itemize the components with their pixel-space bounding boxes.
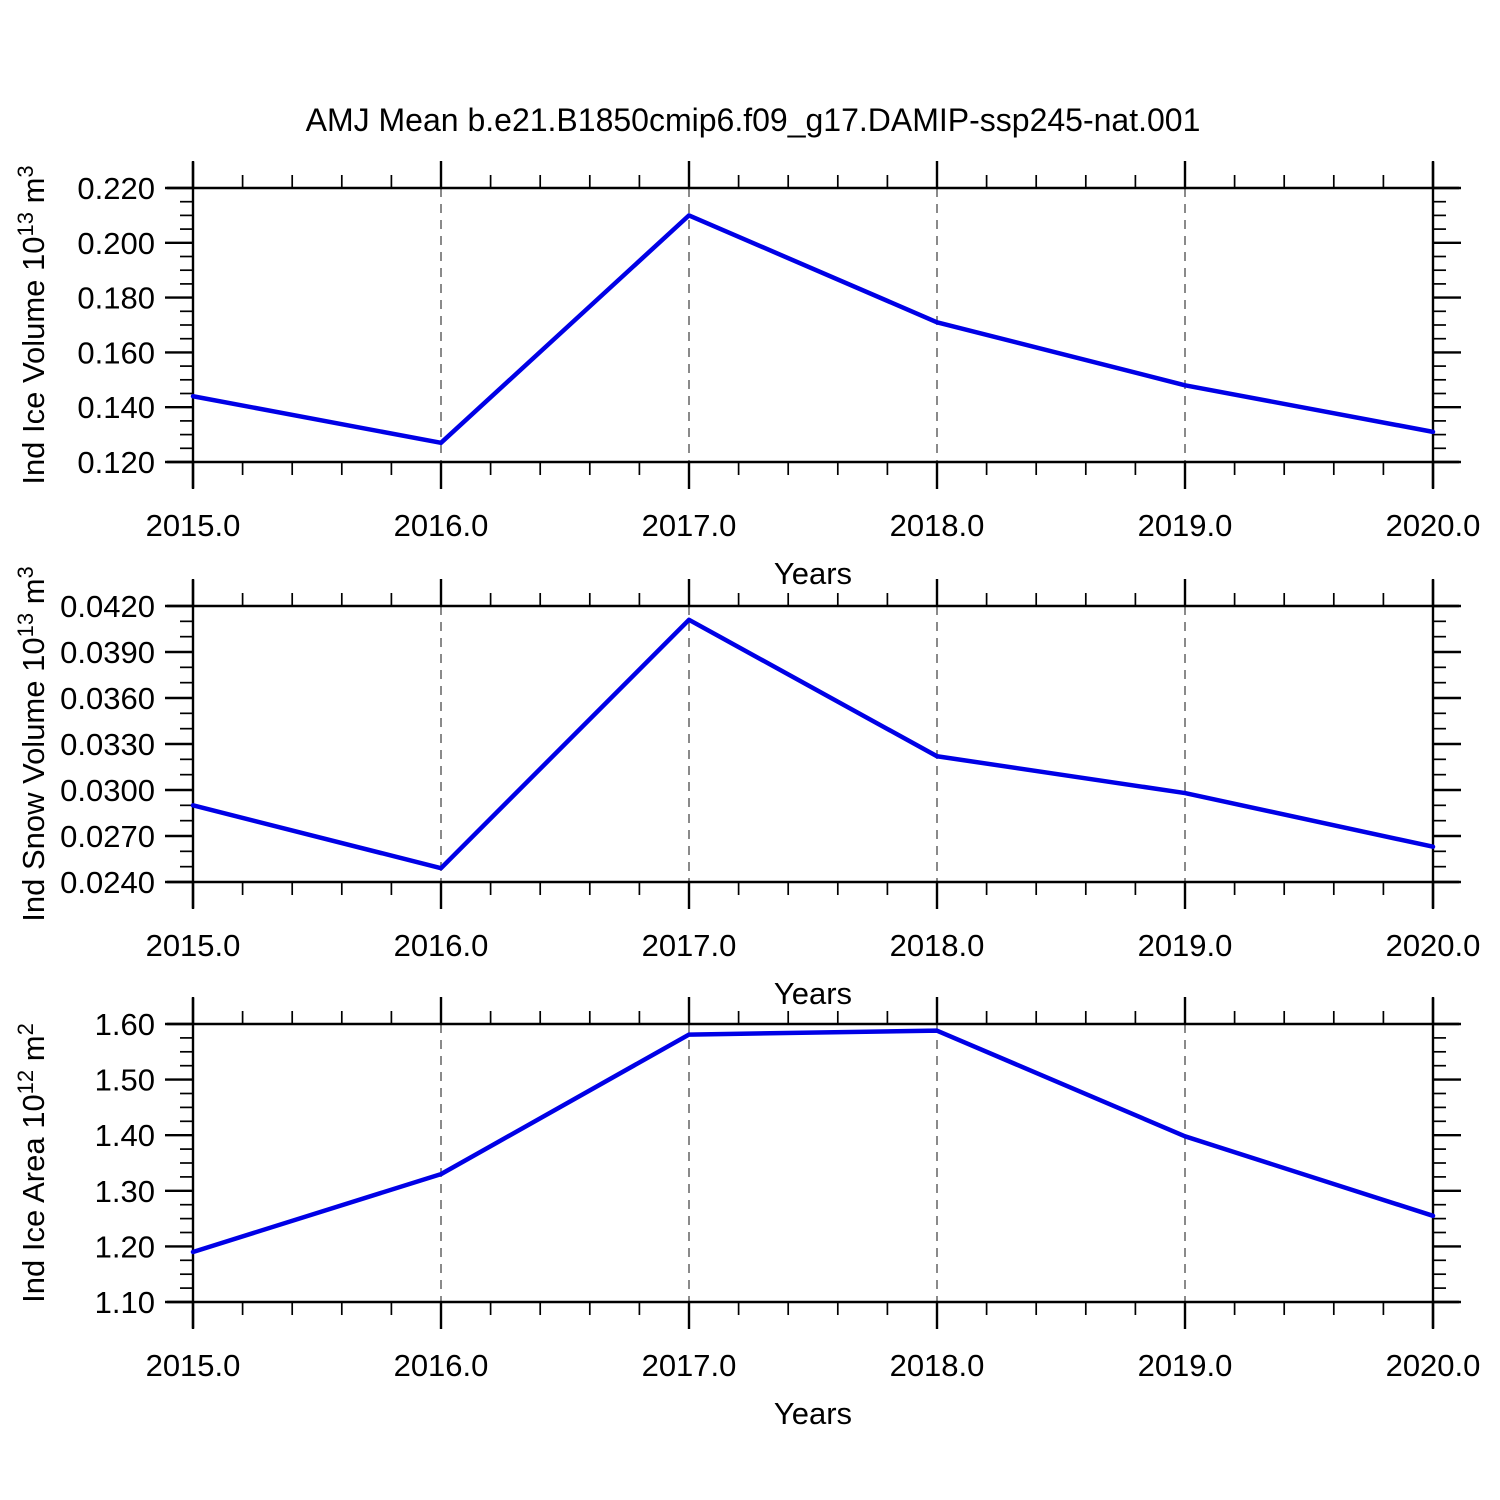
data-line	[190, 213, 1436, 446]
x-axis-title: Years	[774, 556, 852, 591]
y-tick-label: 0.160	[77, 335, 155, 370]
panel-1: 2015.0 2016.0 2017.0 2018.0 2019.0 2020.0 0.22…	[13, 161, 1480, 591]
y-axis-title-superscript: 3	[13, 566, 38, 578]
x-tick-label: 2016.0	[394, 1348, 489, 1383]
y-tick-label: 1.50	[95, 1063, 155, 1098]
x-tick-label: 2017.0	[642, 928, 737, 963]
x-tick-label: 2017.0	[642, 1348, 737, 1383]
y-tick-label: 0.0300	[60, 773, 155, 808]
data-line	[190, 617, 1436, 871]
x-tick-label: 2020.0	[1386, 508, 1481, 543]
y-axis-title: Ind Ice Area 1012 m2	[13, 1023, 51, 1303]
y-tick-label: 0.0240	[60, 865, 155, 900]
panel-2: 2015.0 2016.0 2017.0 2018.0 2019.0 2020.0 0.04…	[13, 566, 1480, 1011]
panel-3: 2015.0 2016.0 2017.0 2018.0 2019.0 2020.0 1.60…	[13, 997, 1480, 1431]
x-tick-label: 2015.0	[146, 508, 241, 543]
y-tick-label: 0.220	[77, 171, 155, 206]
y-tick-label: 0.0360	[60, 681, 155, 716]
x-tick-label: 2016.0	[394, 508, 489, 543]
y-axis-title-text: m	[16, 578, 51, 612]
x-tick-label: 2020.0	[1386, 1348, 1481, 1383]
y-axis-title-text: Ind Snow Volume 10	[16, 637, 51, 921]
y-tick-label: 0.120	[77, 445, 155, 480]
x-tick-label: 2018.0	[890, 928, 985, 963]
data-line	[190, 1028, 1436, 1255]
y-axis-title-text: m	[16, 1035, 51, 1069]
y-axis-title-text: m	[16, 178, 51, 212]
y-axis-title-superscript: 13	[13, 212, 38, 236]
y-axis-title-superscript: 2	[13, 1023, 38, 1035]
y-tick-label: 0.180	[77, 281, 155, 316]
y-tick-label: 0.0330	[60, 727, 155, 762]
y-tick-label: 1.20	[95, 1229, 155, 1264]
y-tick-label: 0.200	[77, 226, 155, 261]
y-tick-label: 1.60	[95, 1007, 155, 1042]
x-tick-label: 2019.0	[1138, 1348, 1233, 1383]
x-axis-title: Years	[774, 1396, 852, 1431]
y-tick-label: 0.0420	[60, 589, 155, 624]
y-axis-title-superscript: 12	[13, 1070, 38, 1094]
y-axis-title-text: Ind Ice Volume 10	[16, 237, 51, 485]
x-axis-title: Years	[774, 976, 852, 1011]
x-tick-label: 2018.0	[890, 508, 985, 543]
x-tick-label: 2017.0	[642, 508, 737, 543]
y-tick-label: 1.40	[95, 1118, 155, 1153]
x-tick-label: 2019.0	[1138, 508, 1233, 543]
y-tick-label: 0.0390	[60, 635, 155, 670]
x-tick-label: 2015.0	[146, 928, 241, 963]
y-tick-label: 1.10	[95, 1285, 155, 1320]
x-tick-label: 2015.0	[146, 1348, 241, 1383]
y-tick-label: 0.140	[77, 390, 155, 425]
x-tick-label: 2016.0	[394, 928, 489, 963]
x-tick-label: 2020.0	[1386, 928, 1481, 963]
y-axis-title-text: Ind Ice Area 10	[16, 1094, 51, 1303]
chart-title: AMJ Mean b.e21.B1850cmip6.f09_g17.DAMIP-…	[306, 102, 1201, 138]
x-tick-label: 2019.0	[1138, 928, 1233, 963]
y-axis-title: Ind Ice Volume 1013 m3	[13, 165, 51, 484]
y-axis-title: Ind Snow Volume 1013 m3	[13, 566, 51, 922]
y-axis-title-superscript: 3	[13, 165, 38, 177]
y-axis-title-superscript: 13	[13, 613, 38, 637]
y-tick-label: 0.0270	[60, 819, 155, 854]
y-tick-label: 1.30	[95, 1174, 155, 1209]
panels-group: 2015.0 2016.0 2017.0 2018.0 2019.0 2020.0 0.22…	[13, 161, 1480, 1431]
x-tick-label: 2018.0	[890, 1348, 985, 1383]
